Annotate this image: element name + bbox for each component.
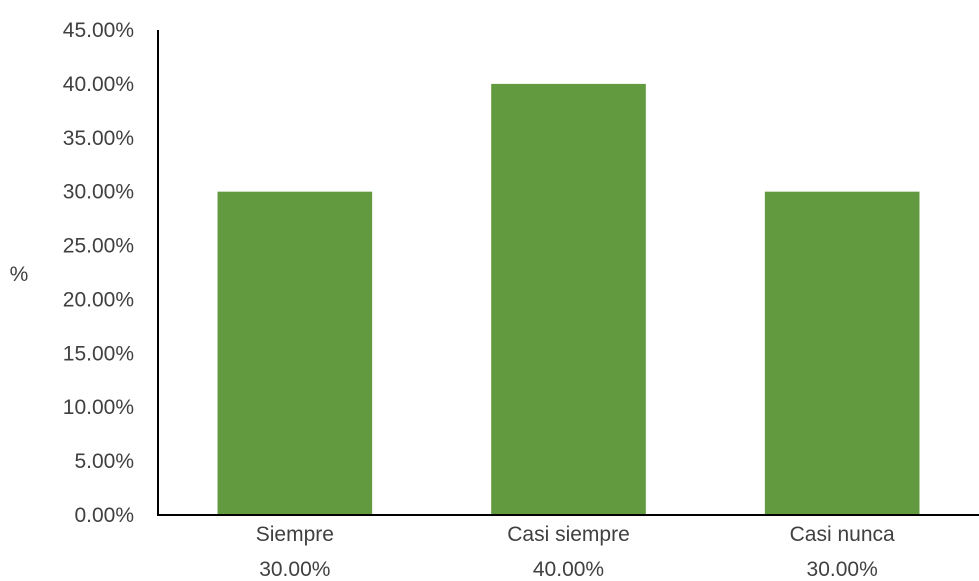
y-tick-label: 45.00%	[63, 19, 134, 42]
y-axis-label: %	[10, 263, 29, 286]
y-tick-label: 20.00%	[63, 288, 134, 311]
bar	[491, 83, 646, 515]
x-category-label: Siempre	[256, 523, 334, 546]
y-tick-label: 40.00%	[63, 73, 134, 96]
x-value-label: 30.00%	[259, 558, 330, 581]
bar	[764, 191, 920, 515]
y-tick-label: 0.00%	[74, 504, 134, 527]
x-value-label: 40.00%	[533, 558, 604, 581]
bars	[217, 83, 920, 515]
x-category-label: Casi siempre	[507, 523, 630, 546]
x-category-labels: Siempre 30.00% Casi siempre 40.00% Casi nunc…	[256, 523, 895, 581]
y-tick-label: 15.00%	[63, 342, 134, 365]
y-tick-label: 30.00%	[63, 181, 134, 204]
y-tick-label: 25.00%	[63, 235, 134, 258]
y-tick-label: 10.00%	[63, 396, 134, 419]
y-tick-label: 5.00%	[74, 450, 134, 473]
x-value-label: 30.00%	[807, 558, 878, 581]
y-tick-label: 35.00%	[63, 127, 134, 150]
x-category-label: Casi nunca	[790, 523, 895, 546]
bar	[217, 191, 373, 515]
y-tick-labels: 0.00% 5.00% 10.00% 15.00% 20.00% 25.00% 30.00%…	[63, 19, 134, 527]
